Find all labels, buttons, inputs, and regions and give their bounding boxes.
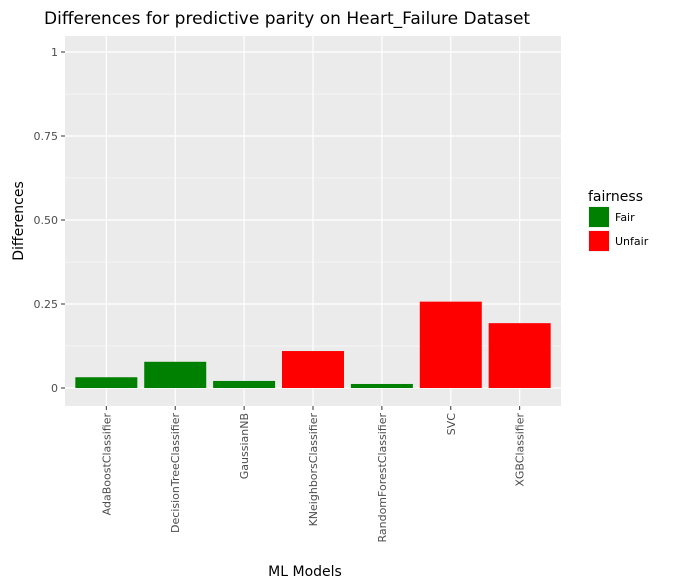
legend-label-fair: Fair [615,211,635,224]
bar-KNeighborsClassifier [282,351,344,388]
legend-key-unfair [589,231,609,251]
bars [75,301,551,388]
grid-lines [65,36,561,406]
legend-key-fair [589,207,609,227]
bar-XGBClassifier [488,323,551,388]
x-tick-label: GaussianNB [238,413,251,479]
y-tick-label: 0.25 [34,298,59,311]
y-tick-label: 0.75 [34,130,59,143]
y-tick-label: 1 [51,46,58,59]
bar-RandomForestClassifier [350,383,413,388]
y-axis-title: Differences [11,181,27,260]
x-tick-label: SVC [445,413,458,436]
y-axis: 0 0.25 0.50 0.75 1 [34,46,65,395]
bar-AdaBoostClassifier [75,377,138,388]
x-axis-title: ML Models [268,564,342,580]
bar-SVC [419,301,482,388]
x-tick-label: KNeighborsClassifier [307,413,320,527]
x-tick-label: XGBClassifier [514,413,527,487]
x-tick-label: DecisionTreeClassifier [169,413,182,533]
x-tick-label: AdaBoostClassifier [100,413,113,516]
legend: fairness Fair Unfair [588,189,649,252]
legend-title: fairness [588,189,643,205]
y-tick-label: 0 [51,382,58,395]
y-tick-label: 0.50 [34,214,59,227]
bar-GaussianNB [213,380,276,388]
legend-label-unfair: Unfair [615,235,649,248]
x-axis: AdaBoostClassifier DecisionTreeClassifier… [100,406,527,543]
bar-DecisionTreeClassifier [144,361,207,388]
chart-title: Differences for predictive parity on Hea… [44,9,530,29]
x-tick-label: RandomForestClassifier [376,413,389,543]
